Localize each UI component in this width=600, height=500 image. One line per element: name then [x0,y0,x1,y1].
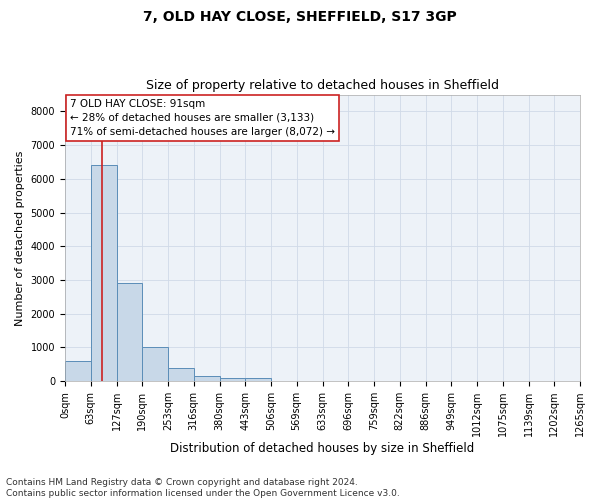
Bar [245,378,271,381]
Bar [91,166,116,381]
Bar [168,368,194,381]
Bar [194,376,220,381]
Bar [142,348,168,381]
Bar [220,378,245,381]
Y-axis label: Number of detached properties: Number of detached properties [15,150,25,326]
Text: Contains HM Land Registry data © Crown copyright and database right 2024.
Contai: Contains HM Land Registry data © Crown c… [6,478,400,498]
Text: 7, OLD HAY CLOSE, SHEFFIELD, S17 3GP: 7, OLD HAY CLOSE, SHEFFIELD, S17 3GP [143,10,457,24]
X-axis label: Distribution of detached houses by size in Sheffield: Distribution of detached houses by size … [170,442,475,455]
Title: Size of property relative to detached houses in Sheffield: Size of property relative to detached ho… [146,79,499,92]
Text: 7 OLD HAY CLOSE: 91sqm
← 28% of detached houses are smaller (3,133)
71% of semi-: 7 OLD HAY CLOSE: 91sqm ← 28% of detached… [70,99,335,137]
Bar [116,284,142,381]
Bar [65,361,91,381]
